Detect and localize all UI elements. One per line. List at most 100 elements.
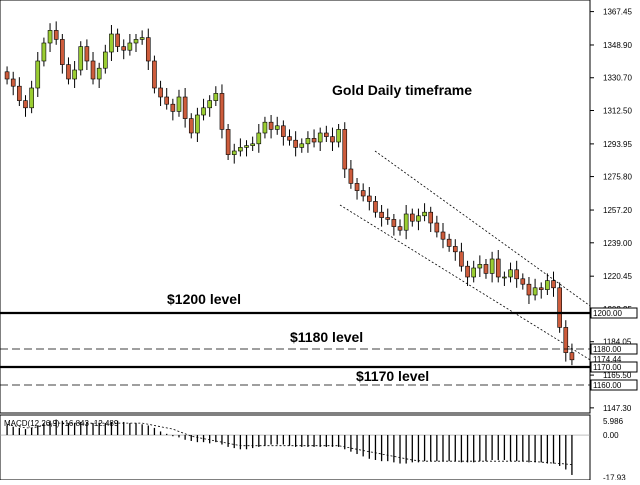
candle-body — [538, 287, 544, 290]
candle-body — [293, 139, 298, 148]
candle-body — [72, 69, 77, 80]
level-lines — [0, 311, 590, 386]
price-tag: 1170.00 — [590, 361, 638, 373]
price-tag-box — [590, 307, 638, 319]
level-label: $1180 level — [290, 329, 363, 345]
candle-body — [121, 46, 127, 51]
candle-body — [170, 103, 176, 112]
candle-body — [256, 132, 262, 145]
candle-body — [391, 219, 397, 227]
candle-body — [336, 129, 341, 143]
candle-body — [311, 138, 317, 143]
candle-body — [514, 269, 519, 280]
candle-body — [489, 258, 495, 274]
macd-axis: 5.986 0.00 -17.93 — [603, 417, 626, 483]
price-tag-box — [590, 361, 638, 373]
candle-body — [526, 283, 532, 296]
y-tick-label: 1293.95 — [603, 140, 632, 149]
candle-body — [477, 264, 483, 269]
candle-body — [250, 143, 255, 146]
price-tag-label: 1180.00 — [593, 345, 622, 354]
candle-body — [133, 39, 139, 44]
candle-body — [47, 30, 53, 44]
candle-body — [330, 136, 335, 143]
y-tick-label: 1367.45 — [603, 8, 632, 17]
macd-tick-label: 0.00 — [603, 431, 619, 440]
candle-body — [563, 327, 569, 353]
candle-body — [422, 211, 427, 217]
candle-body — [403, 213, 409, 231]
candle-body — [158, 87, 163, 98]
candle-body — [103, 51, 108, 69]
macd-label: MACD(12,26,9) -16.843 -12.489 — [4, 419, 119, 428]
candle-body — [60, 39, 65, 65]
candle-body — [262, 121, 268, 134]
candle-body — [471, 267, 476, 278]
candle-body — [373, 201, 378, 213]
candle-body — [551, 280, 556, 289]
trend-line — [374, 150, 591, 307]
candle-body — [41, 42, 47, 62]
price-tag: 1160.00 — [590, 379, 638, 391]
candle-body — [225, 129, 231, 155]
candle-body — [483, 264, 489, 274]
price-tag: 1200.00 — [590, 307, 638, 319]
level-label: $1170 level — [356, 368, 429, 384]
candle-body — [127, 42, 133, 51]
candle-body — [4, 71, 10, 80]
candle-body — [139, 37, 145, 40]
candle-body — [452, 246, 458, 253]
level-labels: $1200 level $1180 level $1170 level — [167, 291, 429, 384]
candle-body — [367, 195, 372, 202]
candle-body — [207, 100, 212, 109]
candle-body — [434, 222, 440, 233]
candle-body — [244, 145, 249, 148]
macd-tick-label: 5.986 — [603, 417, 624, 426]
candle-body — [428, 211, 434, 224]
y-tick-label: 1275.80 — [603, 173, 632, 182]
candle-body — [360, 190, 366, 197]
candle-body — [305, 138, 311, 145]
candle-body — [557, 287, 562, 328]
candle-body — [465, 265, 470, 278]
candle-body — [238, 147, 243, 152]
candle-body — [164, 96, 170, 105]
price-tag-label: 1200.00 — [593, 309, 622, 318]
candle-body — [502, 276, 507, 279]
y-tick-label: 1257.20 — [603, 206, 632, 215]
price-tag-label: 1170.00 — [593, 363, 622, 372]
candle-body — [96, 67, 102, 80]
candle-body — [145, 37, 151, 62]
candle-body — [231, 150, 237, 155]
candle-body — [201, 107, 206, 116]
price-tag-box — [590, 379, 638, 391]
candle-body — [281, 125, 286, 137]
candle-body — [317, 132, 323, 143]
price-tag-label: 1174.44 — [593, 355, 622, 364]
price-tag: 1174.44 — [593, 355, 622, 364]
y-tick-label: 1348.90 — [603, 41, 632, 50]
candle-body — [397, 226, 403, 231]
y-tick-label: 1165.50 — [603, 371, 632, 380]
y-tick-label: 1330.70 — [603, 74, 632, 83]
candle-body — [152, 60, 157, 89]
candle-body — [17, 85, 22, 101]
candlestick-series — [4, 21, 575, 366]
candle-body — [188, 118, 194, 134]
candle-body — [195, 114, 200, 134]
price-panel — [0, 0, 591, 414]
candle-body — [324, 132, 329, 137]
candle-body — [385, 217, 391, 220]
candle-body — [23, 100, 28, 109]
candle-body — [569, 352, 575, 361]
y-tick-label: 1220.45 — [603, 272, 632, 281]
price-tag: 1180.00 — [590, 343, 638, 355]
candle-body — [342, 129, 348, 170]
candle-body — [520, 278, 526, 285]
candle-body — [268, 121, 274, 130]
chart-title: Gold Daily timeframe — [332, 82, 472, 98]
macd-histogram — [0, 419, 590, 475]
candle-body — [440, 231, 446, 240]
